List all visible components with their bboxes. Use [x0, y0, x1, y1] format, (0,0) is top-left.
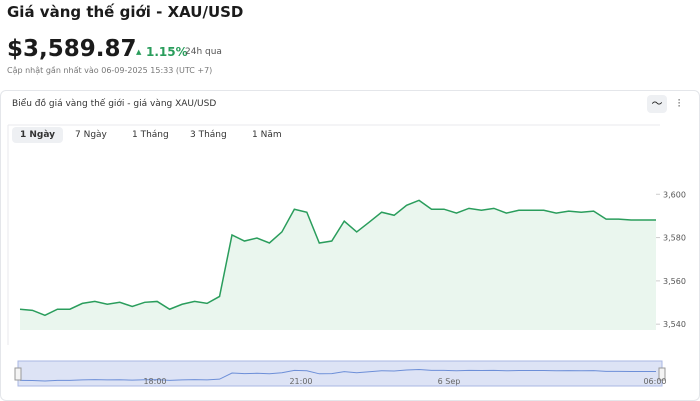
time-label: 6 Sep [438, 377, 461, 386]
navigator-handle[interactable] [14, 367, 22, 381]
y-tick-label: 3,560 [663, 277, 686, 286]
price: $3,589.87 [7, 36, 137, 62]
range-tab[interactable]: 1 Năm [252, 130, 282, 140]
line-icon[interactable]: 〜 [647, 95, 667, 113]
y-tick-label: 3,580 [663, 234, 686, 243]
range-tab[interactable]: 3 Tháng [190, 130, 227, 140]
y-tick-label: 3,540 [663, 320, 686, 329]
time-label: 18:00 [143, 377, 166, 386]
range-tab[interactable]: 1 Ngày [12, 127, 64, 143]
page-title: Giá vàng thế giới - XAU/USD [7, 3, 244, 21]
area-fill [20, 200, 656, 330]
up-arrow: ▲ [136, 48, 142, 56]
range-tab[interactable]: 1 Tháng [132, 130, 169, 140]
price-line [19, 199, 656, 317]
navigator-window [17, 360, 663, 387]
navigator-handle[interactable] [658, 367, 666, 381]
change: 1.15% [146, 45, 188, 59]
card-title: Biểu đồ giá vàng thế giới - giá vàng XAU… [12, 99, 217, 109]
range-tab[interactable]: 7 Ngày [75, 130, 107, 140]
candle-icon[interactable]: ⫶ [677, 97, 681, 110]
time-label: 21:00 [289, 377, 312, 386]
time-label: 06:00 [643, 377, 666, 386]
change-period: 24h qua [185, 47, 222, 57]
y-tick-label: 3,600 [663, 190, 686, 199]
navigator-line [19, 369, 656, 382]
updated: Cập nhật gần nhất vào 06-09-2025 15:33 (… [7, 66, 213, 75]
